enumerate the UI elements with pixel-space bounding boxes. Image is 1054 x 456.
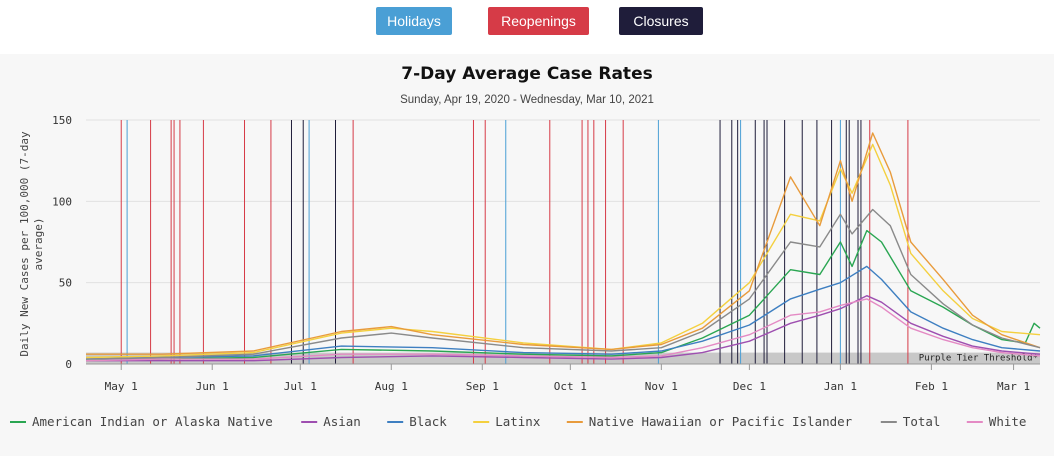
chart-title: 7-Day Average Case Rates (401, 64, 652, 84)
legend-label: Latinx (495, 414, 541, 429)
x-tick-label: Mar 1 (997, 380, 1030, 393)
series-line-total (85, 208, 1041, 360)
legend-item[interactable]: Total (880, 414, 941, 429)
x-tick-label: Nov 1 (645, 380, 678, 393)
x-tick-label: Sep 1 (466, 380, 499, 393)
reopenings-button[interactable]: Reopenings (488, 7, 589, 35)
chart-subtitle: Sunday, Apr 19, 2020 - Wednesday, Mar 10… (400, 94, 654, 106)
legend-item[interactable]: Latinx (473, 414, 541, 429)
legend-label: American Indian or Alaska Native (32, 414, 273, 429)
filter-toolbar: Holidays Reopenings Closures (0, 0, 1054, 54)
x-tick-label: Aug 1 (375, 380, 408, 393)
y-tick-label: 100 (52, 195, 72, 208)
chart-panel: 7-Day Average Case Rates Sunday, Apr 19, … (0, 54, 1054, 456)
legend-item[interactable]: White (966, 414, 1027, 429)
x-tick-label: Jun 1 (196, 380, 229, 393)
y-tick-label: 0 (65, 358, 72, 371)
x-tick-label: Dec 1 (733, 380, 766, 393)
x-tick-label: Oct 1 (554, 380, 587, 393)
legend-label: Total (903, 414, 941, 429)
y-tick-label: 50 (59, 277, 72, 290)
x-tick-label: Feb 1 (915, 380, 948, 393)
legend-item[interactable]: Black (387, 414, 447, 429)
legend-item[interactable]: American Indian or Alaska Native (10, 414, 273, 429)
case-rate-chart: 7-Day Average Case Rates Sunday, Apr 19, … (10, 64, 1041, 429)
legend-label: Black (409, 414, 447, 429)
closures-button[interactable]: Closures (619, 7, 703, 35)
y-tick-label: 150 (52, 114, 72, 127)
series-line-native-hawaiian-or-pacific-islander (86, 132, 1041, 355)
x-tick-label: Jul 1 (284, 380, 317, 393)
holidays-button[interactable]: Holidays (376, 7, 452, 35)
legend-label: White (989, 414, 1027, 429)
legend-label: Asian (323, 414, 361, 429)
legend-item[interactable]: Native Hawaiian or Pacific Islander (566, 414, 853, 429)
series-line-latinx (85, 143, 1041, 359)
threshold-label: Purple Tier Threshold* (919, 354, 1038, 364)
legend-label: Native Hawaiian or Pacific Islander (589, 414, 853, 429)
series-line-black (85, 265, 1041, 360)
series-line-asian (86, 295, 1041, 362)
x-tick-label: May 1 (105, 380, 138, 393)
x-tick-label: Jan 1 (824, 380, 857, 393)
legend-item[interactable]: Asian (301, 414, 361, 429)
series-line-white (85, 298, 1041, 362)
y-axis-label: Daily New Cases per 100,000 (7-dayaverag… (18, 131, 45, 357)
